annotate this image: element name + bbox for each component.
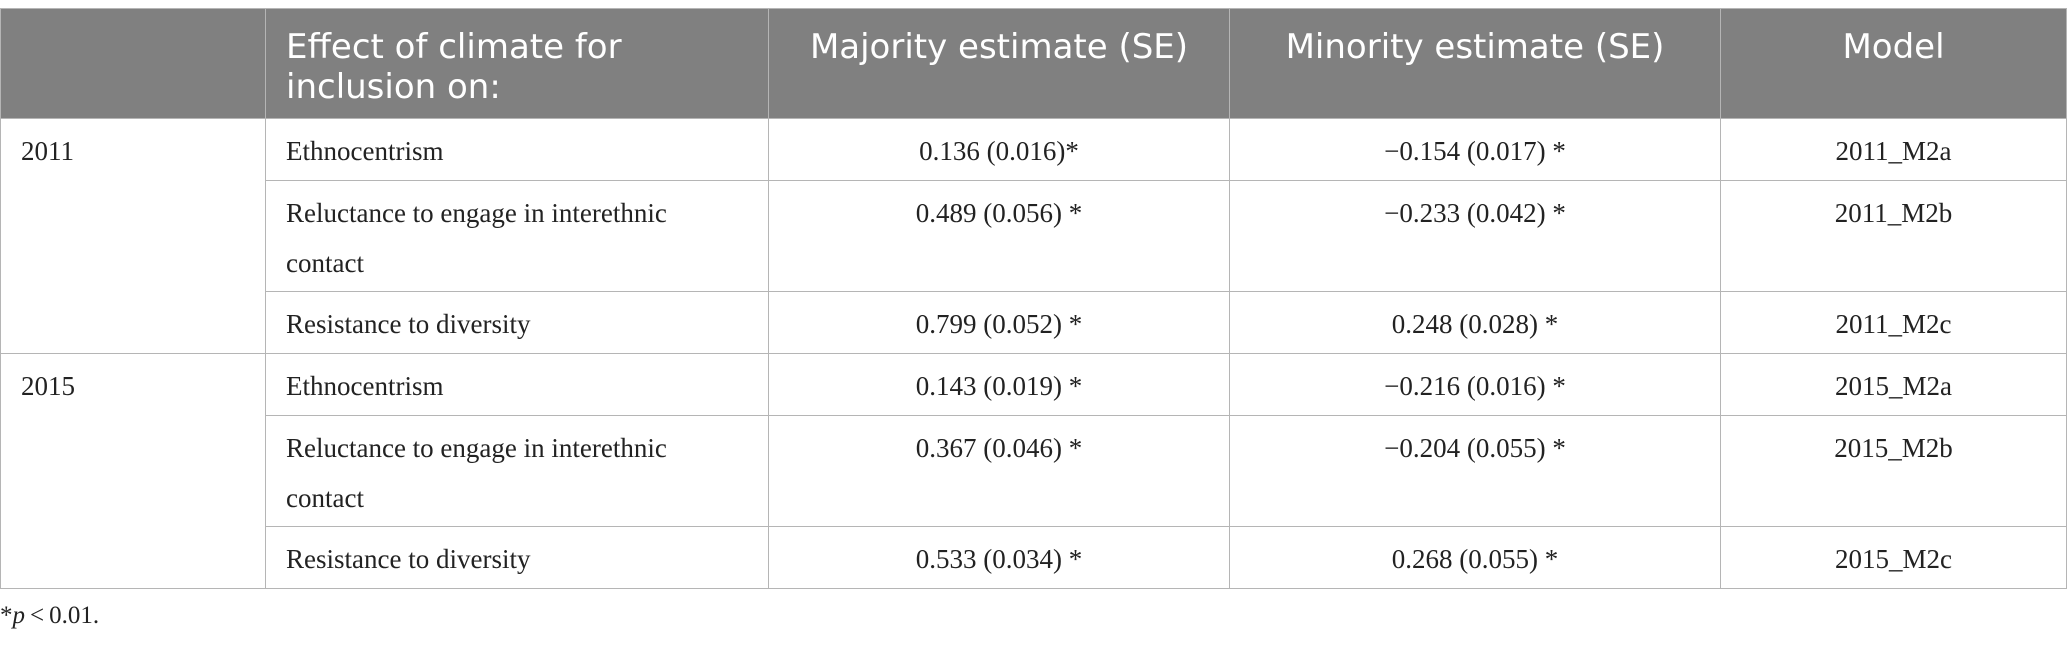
minority-cell: 0.248 (0.028) * [1229, 291, 1721, 354]
header-row: Effect of climate for inclusion on: Majo… [0, 8, 2067, 119]
majority-cell: 0.136 (0.016)* [768, 118, 1230, 181]
outcome-cell: Resistance to diversity [265, 526, 769, 589]
minority-cell: −0.233 (0.042) * [1229, 180, 1721, 292]
table-row: 2011 Ethnocentrism 0.136 (0.016)* −0.154… [0, 118, 2067, 354]
outcome-cell: Ethnocentrism [265, 118, 769, 181]
results-table: Effect of climate for inclusion on: Majo… [0, 8, 2067, 589]
footnote-p: p [12, 602, 26, 629]
majority-cell: 0.533 (0.034) * [768, 526, 1230, 589]
table-row: Resistance to diversity 0.799 (0.052) * … [1, 291, 2067, 354]
header-year [0, 8, 266, 119]
model-cell: 2015_M2b [1720, 415, 2067, 527]
majority-cell: 0.799 (0.052) * [768, 291, 1230, 354]
table-row: 2015 Ethnocentrism 0.143 (0.019) * −0.21… [0, 353, 2067, 589]
footnote-threshold: < 0.01. [25, 602, 100, 629]
majority-cell: 0.143 (0.019) * [768, 353, 1230, 416]
header-effect: Effect of climate for inclusion on: [265, 8, 769, 119]
table-row: Reluctance to engage in interethnic cont… [1, 180, 2067, 292]
majority-cell: 0.489 (0.056) * [768, 180, 1230, 292]
table-row: Reluctance to engage in interethnic cont… [1, 415, 2067, 527]
model-cell: 2011_M2b [1720, 180, 2067, 292]
outcome-cell: Resistance to diversity [265, 291, 769, 354]
minority-cell: −0.216 (0.016) * [1229, 353, 1721, 416]
year-cell: 2011 [0, 118, 266, 354]
model-cell: 2015_M2c [1720, 526, 2067, 589]
outcome-cell: Reluctance to engage in interethnic cont… [265, 180, 769, 292]
minority-cell: 0.268 (0.055) * [1229, 526, 1721, 589]
model-cell: 2015_M2a [1720, 353, 2067, 416]
model-cell: 2011_M2a [1720, 118, 2067, 181]
outcome-cell: Reluctance to engage in interethnic cont… [265, 415, 769, 527]
header-model: Model [1720, 8, 2067, 119]
header-majority: Majority estimate (SE) [768, 8, 1230, 119]
year-cell: 2015 [0, 353, 266, 589]
table-row: Resistance to diversity 0.533 (0.034) * … [1, 526, 2067, 589]
minority-cell: −0.204 (0.055) * [1229, 415, 1721, 527]
minority-cell: −0.154 (0.017) * [1229, 118, 1721, 181]
table-footnote: *p < 0.01. [0, 602, 99, 630]
model-cell: 2011_M2c [1720, 291, 2067, 354]
header-minority: Minority estimate (SE) [1229, 8, 1721, 119]
majority-cell: 0.367 (0.046) * [768, 415, 1230, 527]
outcome-cell: Ethnocentrism [265, 353, 769, 416]
footnote-star: * [0, 602, 13, 629]
